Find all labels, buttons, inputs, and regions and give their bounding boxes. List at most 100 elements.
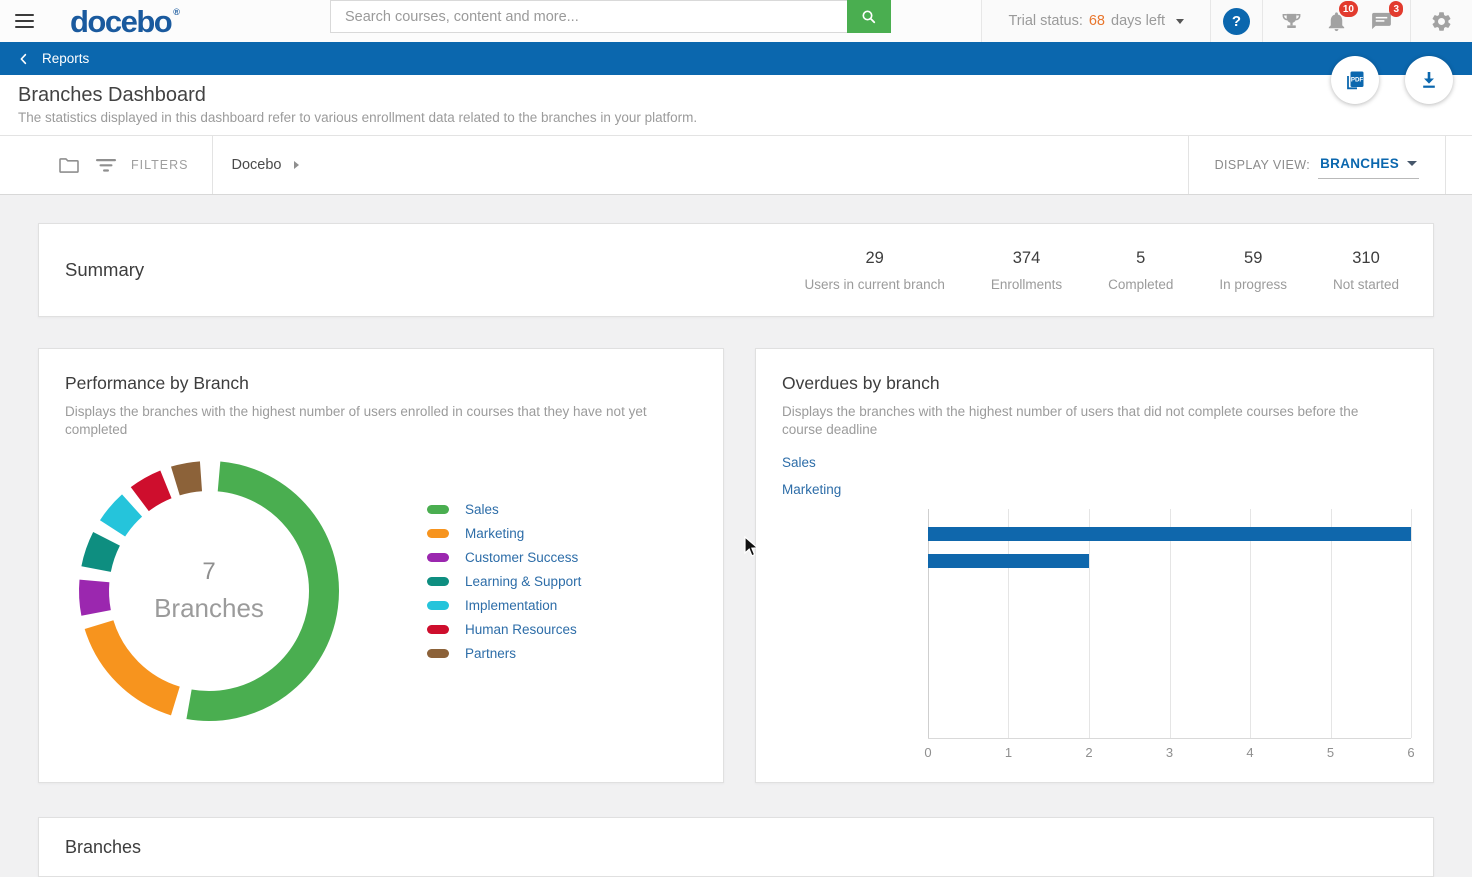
docebo-logo[interactable]: docebo ® (70, 0, 180, 42)
display-view-value: BRANCHES (1320, 156, 1399, 171)
messages-button[interactable]: 3 (1359, 0, 1404, 42)
download-icon (1423, 72, 1435, 88)
search-bar (330, 0, 891, 33)
gridline (1411, 509, 1412, 739)
help-button[interactable]: ? (1223, 7, 1250, 35)
legend-swatch (427, 552, 449, 562)
back-chevron-icon (20, 53, 27, 64)
legend-label: Marketing (465, 525, 525, 541)
stat-label: In progress (1219, 276, 1287, 292)
search-input[interactable] (330, 0, 847, 33)
legend-swatch (427, 648, 449, 658)
hamburger-menu-icon[interactable] (0, 0, 48, 42)
caret-down-icon (1407, 161, 1417, 166)
gamification-button[interactable] (1269, 0, 1314, 42)
help-section: ? (1210, 0, 1262, 42)
bar-sales[interactable] (928, 527, 1411, 542)
performance-card-subtitle: Displays the branches with the highest n… (65, 404, 647, 438)
breadcrumb[interactable]: Docebo (213, 136, 300, 194)
stat-label: Completed (1108, 276, 1174, 292)
branches-card-title: Branches (65, 837, 142, 857)
legend-swatch (427, 528, 449, 538)
summary-title: Summary (65, 259, 145, 280)
gridline (1169, 509, 1171, 739)
x-tick-label: 6 (1407, 745, 1415, 761)
bar-category-link[interactable]: Sales (782, 455, 816, 471)
x-tick-label: 4 (1246, 745, 1254, 761)
notifications-badge: 10 (1338, 1, 1358, 17)
stat-label: Users in current branch (804, 276, 945, 292)
stat-value: 29 (865, 248, 884, 267)
back-label: Reports (42, 51, 90, 66)
donut-segment-customer-success[interactable] (79, 580, 111, 617)
legend-item[interactable]: Human Resources (427, 617, 581, 641)
legend-item[interactable]: Implementation (427, 593, 581, 617)
donut-segment-partners[interactable] (170, 461, 203, 496)
overdues-card-subtitle: Displays the branches with the highest n… (782, 404, 1359, 438)
breadcrumb-item[interactable]: Docebo (231, 157, 282, 173)
notifications-button[interactable]: 10 (1314, 0, 1359, 42)
overdues-by-branch-card: Overdues by branch Displays the branches… (755, 348, 1434, 783)
breadcrumb-arrow-icon (294, 161, 300, 169)
page-header: Branches Dashboard The statistics displa… (0, 75, 1472, 136)
reports-subheader: Reports (0, 42, 1472, 75)
gridline (1330, 509, 1332, 739)
display-view-label: DISPLAY VIEW: (1214, 158, 1311, 172)
summary-stat: 59 In progress (1219, 249, 1287, 292)
summary-card: Summary 29 Users in current branch 374 Enro… (38, 223, 1434, 317)
bar-x-axis: 0 1 2 3 4 5 6 (924, 745, 1415, 761)
x-tick-label: 1 (1004, 745, 1013, 761)
legend-item[interactable]: Learning & Support (427, 569, 581, 593)
x-tick-label: 3 (1165, 745, 1174, 761)
performance-card-title: Performance by Branch (65, 373, 249, 393)
gridline (1088, 509, 1090, 739)
x-tick-label: 0 (924, 745, 932, 761)
donut-chart-area: 7 Branches Sales Marketing Customer Succes… (65, 445, 697, 775)
svg-text:PDF: PDF (1351, 77, 1364, 84)
download-button[interactable] (1405, 56, 1453, 104)
display-view-select[interactable]: BRANCHES (1318, 151, 1419, 179)
summary-stats: 29 Users in current branch 374 Enrollments 5… (805, 249, 1399, 292)
filters-label: FILTERS (131, 158, 189, 172)
logo-text: docebo (70, 4, 173, 39)
bar-marketing[interactable] (928, 554, 1089, 569)
legend-item[interactable]: Marketing (427, 521, 581, 545)
dashboard-content: Summary 29 Users in current branch 374 Enro… (0, 195, 1472, 877)
help-icon: ? (1231, 12, 1242, 30)
donut-legend: Sales Marketing Customer Success Learning &… (427, 497, 581, 665)
donut-segment-human-resources[interactable] (130, 470, 172, 512)
gridline (928, 509, 929, 739)
donut-segment-implementation[interactable] (99, 494, 143, 538)
stat-value: 5 (1136, 248, 1146, 267)
bar-plot-area (928, 509, 1412, 740)
filters-toggle[interactable]: FILTERS (0, 136, 214, 194)
caret-down-icon (1176, 18, 1184, 24)
messages-icon (1372, 12, 1391, 29)
filter-icon (96, 159, 116, 172)
donut-segment-sales[interactable] (186, 461, 339, 722)
donut-segment-marketing[interactable] (84, 620, 181, 716)
donut-segment-learning-support[interactable] (81, 532, 121, 573)
legend-label: Human Resources (465, 621, 577, 637)
stat-label: Not started (1332, 276, 1399, 292)
stat-value: 374 (1012, 248, 1041, 267)
registered-mark: ® (173, 7, 180, 17)
x-tick-label: 2 (1085, 745, 1093, 761)
legend-label: Partners (465, 645, 517, 661)
legend-item[interactable]: Sales (427, 497, 581, 521)
admin-menu-button[interactable] (1410, 0, 1472, 42)
overdues-bar-chart: 0 1 2 3 4 5 6 (924, 509, 1415, 761)
trial-status[interactable]: Trial status: 68 days left (981, 0, 1210, 42)
back-to-reports-button[interactable]: Reports (17, 51, 89, 66)
trial-days-left: 68 (1088, 13, 1105, 29)
legend-label: Implementation (465, 597, 558, 613)
bar-category-link[interactable]: Marketing (782, 482, 842, 498)
legend-label: Learning & Support (465, 573, 582, 589)
search-button[interactable] (847, 0, 891, 33)
performance-by-branch-card: Performance by Branch Displays the branc… (38, 348, 724, 783)
page-title: Branches Dashboard (18, 84, 206, 106)
export-pdf-button[interactable]: PDF (1331, 56, 1379, 104)
legend-item[interactable]: Partners (427, 641, 581, 665)
legend-item[interactable]: Customer Success (427, 545, 581, 569)
summary-stat: 5 Completed (1108, 249, 1173, 292)
